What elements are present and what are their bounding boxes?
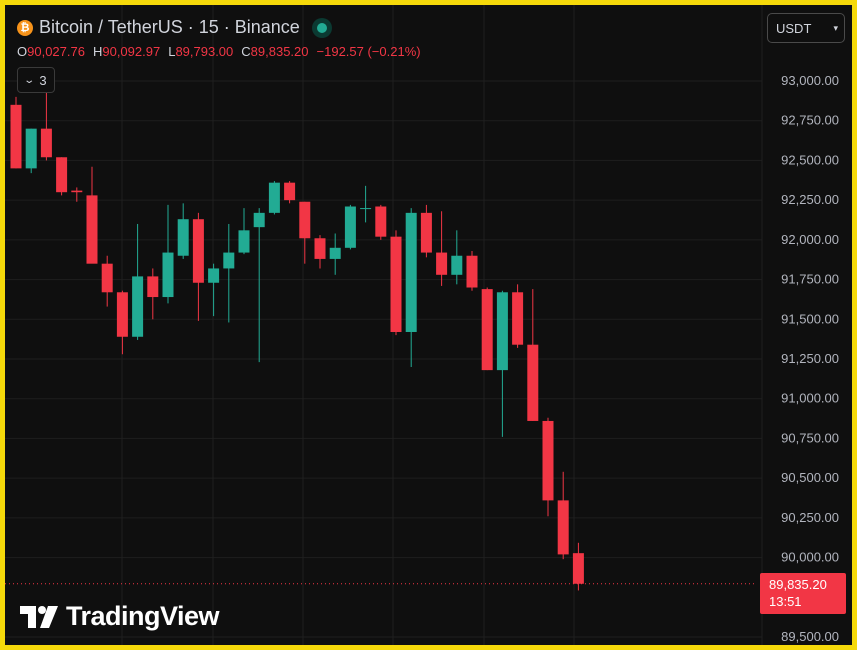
candle-body [177,219,189,256]
candle-body [116,292,128,337]
ohlc-legend: O90,027.76 H90,092.97 L89,793.00 C89,835.20… [17,44,421,59]
candle-body [10,104,22,169]
candle-body [436,252,448,275]
y-tick-label: 92,000.00 [781,232,839,247]
y-tick-label: 90,000.00 [781,550,839,565]
close-value: 89,835.20 [250,44,309,59]
candle-body [466,255,478,288]
price-chart[interactable]: 93,000.00 92,750.00 92,500.00 92,250.00 92,0… [5,5,852,645]
candle-body [527,344,539,421]
y-tick-label: 92,750.00 [781,113,839,128]
candle-body [238,230,250,253]
y-tick-label: 89,500.00 [781,629,839,644]
y-tick-label: 91,000.00 [781,391,839,406]
open-key: O [17,44,28,59]
y-tick-label: 91,750.00 [781,272,839,287]
y-tick-label: 91,500.00 [781,311,839,326]
candle-body [344,206,356,248]
candle-body [314,238,326,259]
low-value: 89,793.00 [175,44,234,59]
open-value: 90,027.76 [27,44,85,59]
chart-frame: 93,000.00 92,750.00 92,500.00 92,250.00 92,0… [5,5,852,645]
change-value: −192.57 (−0.21%) [316,44,421,59]
candle-body [147,276,159,298]
symbol-header[interactable]: ₿ Bitcoin / TetherUS · 15 · Binance [17,17,332,38]
candle-body [101,263,113,293]
candle-body [420,212,432,253]
candle-body [132,276,144,337]
candle-body [542,420,554,501]
candle-body [192,219,204,283]
candle-body [572,553,584,584]
candle-body [557,500,569,555]
currency-value: USDT [776,20,812,36]
candle-body [375,206,387,237]
market-open-dot-icon [311,17,332,38]
candle-body [40,128,52,158]
y-tick-label: 91,250.00 [781,351,839,366]
symbol-title: Bitcoin / TetherUS · 15 · Binance [39,17,300,37]
candle-body [268,182,280,213]
candle-body [496,292,508,371]
candle-body [208,268,220,283]
y-tick-label: 90,250.00 [781,510,839,525]
high-value: 90,092.97 [102,44,161,59]
candle-body [451,255,463,275]
y-tick-label: 90,500.00 [781,470,839,485]
y-tick-label: 90,750.00 [781,430,839,445]
candle-body [284,182,296,201]
candle-body [56,157,68,193]
candle-body [299,201,311,239]
currency-select[interactable]: USDT ▾ [767,13,845,43]
last-price-value: 89,835.20 [769,577,827,592]
candle-body [162,252,174,298]
bar-countdown: 13:51 [769,594,802,609]
close-key: C [241,44,251,59]
logo-text: TradingView [66,601,220,631]
y-tick-label: 92,250.00 [781,192,839,207]
candle-body [329,247,341,259]
candle-body [223,252,235,269]
candle-body [25,128,37,169]
indicators-count: 3 [39,72,47,88]
y-tick-label: 93,000.00 [781,73,839,88]
candle-body [360,208,372,210]
last-price-label: 89,835.20 13:51 [760,573,846,614]
candle-body [86,195,98,264]
candle-body [512,292,524,345]
candle-body [405,212,417,332]
tradingview-logo[interactable]: TradingView [20,601,220,632]
candle-body [390,236,402,332]
y-tick-label: 92,500.00 [781,152,839,167]
high-key: H [92,44,103,59]
candle-body [253,212,265,228]
chevron-down-icon: ▾ [833,22,838,33]
chevron-down-icon: ⌄ [23,74,36,86]
low-key: L [168,44,176,59]
tradingview-logo-icon [20,605,58,628]
candle-body [481,289,493,371]
bitcoin-icon: ₿ [17,19,33,36]
candle-body [71,190,83,193]
indicators-toggle-button[interactable]: ⌄ 3 [17,67,55,93]
